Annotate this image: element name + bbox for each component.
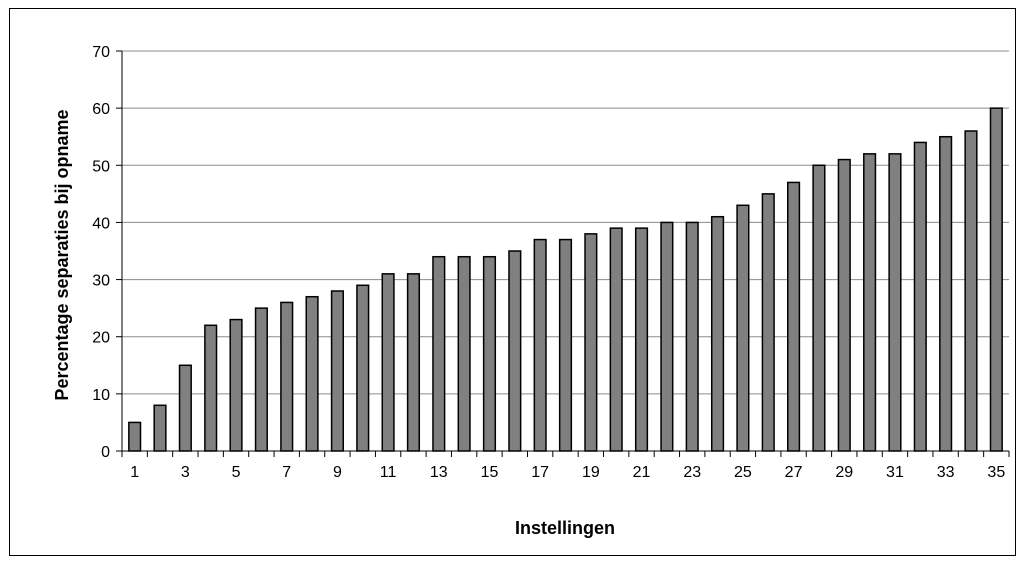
bar-3	[178, 364, 192, 452]
y-tick-label: 40	[92, 215, 110, 232]
y-tick-label: 70	[92, 44, 110, 61]
bar-20	[609, 227, 623, 452]
y-tick-label: 20	[92, 330, 110, 347]
x-tick-label: 5	[232, 464, 241, 481]
bar-23	[685, 221, 699, 452]
bar-17	[533, 238, 547, 452]
y-tick-label: 0	[101, 444, 110, 461]
y-axis-title: Percentage separaties bij opname	[52, 109, 72, 400]
bar-27	[787, 181, 801, 452]
bar-6	[254, 307, 268, 452]
x-tick-label: 25	[734, 464, 752, 481]
bar-11	[381, 273, 395, 452]
x-tick-label: 21	[633, 464, 651, 481]
bars	[128, 107, 1003, 452]
bar-4	[204, 324, 218, 452]
x-tick-label: 29	[835, 464, 853, 481]
x-tick-label: 17	[531, 464, 549, 481]
bar-28	[812, 164, 826, 452]
bar-14	[457, 255, 471, 452]
x-tick-label: 31	[886, 464, 904, 481]
bar-29	[837, 158, 851, 452]
bar-13	[432, 255, 446, 452]
bar-5	[229, 318, 243, 452]
y-tick-labels: 0 10 20 30 40 50 60 70	[92, 44, 110, 461]
x-tick-label: 35	[987, 464, 1005, 481]
bar-8	[305, 295, 319, 452]
y-tick-label: 10	[92, 387, 110, 404]
bar-7	[280, 301, 294, 452]
x-tick-label: 23	[683, 464, 701, 481]
y-tick-label: 60	[92, 101, 110, 118]
bar-9	[330, 290, 344, 452]
x-tick-label: 13	[430, 464, 448, 481]
bar-15	[482, 255, 497, 452]
bar-25	[736, 204, 750, 452]
bar-24	[710, 215, 725, 452]
x-tick-label: 15	[481, 464, 499, 481]
bar-12	[406, 273, 421, 452]
x-tick-label: 33	[937, 464, 955, 481]
y-tick-label: 30	[92, 273, 110, 290]
axes	[116, 50, 1010, 457]
bar-35	[989, 107, 1003, 452]
x-tick-label: 7	[282, 464, 291, 481]
bar-1	[128, 421, 142, 452]
x-tick-label: 19	[582, 464, 600, 481]
x-axis-title: Instellingen	[515, 518, 615, 538]
y-tick-label: 50	[92, 158, 110, 175]
bar-33	[939, 135, 953, 452]
bar-22	[660, 221, 674, 452]
bar-2	[153, 404, 167, 452]
bar-26	[761, 193, 775, 452]
bar-19	[584, 233, 598, 452]
x-tick-label: 11	[380, 464, 397, 481]
x-tick-label: 9	[333, 464, 342, 481]
bar-34	[964, 130, 978, 452]
bar-16	[508, 250, 522, 452]
x-tick-label: 1	[130, 464, 139, 481]
bar-10	[356, 284, 370, 452]
bar-21	[634, 227, 649, 452]
bar-31	[888, 153, 902, 452]
bar-32	[913, 141, 927, 452]
x-tick-labels: 1 3 5 7 9 11 13 15 17 19 21 23 25 27 29 31 33 35	[130, 464, 1005, 481]
chart-frame: 0 10 20 30 40 50 60 70 1 3 5 7 9 11 13 15 17 19 21 23 25 27 2…	[9, 8, 1016, 556]
bar-18	[558, 238, 573, 452]
bar-30	[863, 153, 877, 452]
x-tick-label: 3	[181, 464, 190, 481]
x-tick-label: 27	[785, 464, 803, 481]
